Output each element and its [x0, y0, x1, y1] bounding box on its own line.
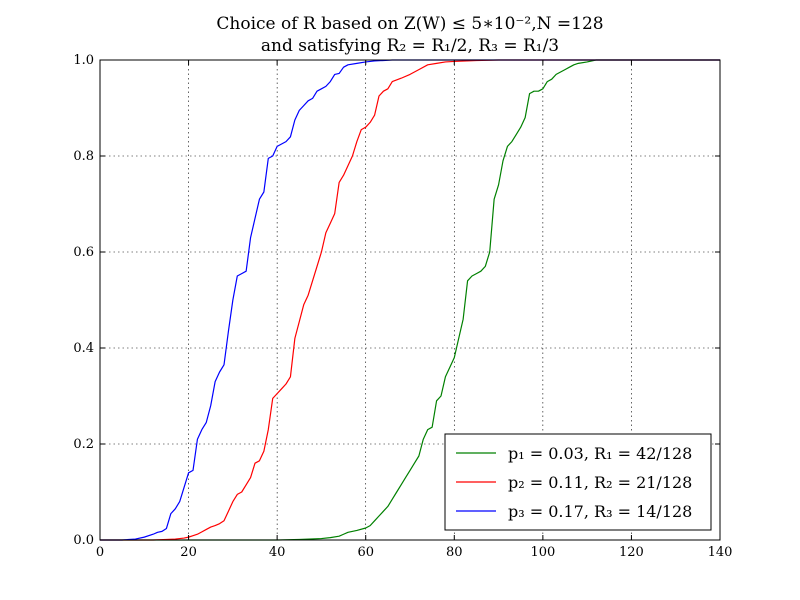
chart-title-line2: and satisfying R₂ = R₁/2, R₃ = R₁/3: [261, 36, 559, 56]
x-tick-label: 120: [619, 545, 644, 560]
ticks: [99, 59, 721, 541]
legend-label-1: p₁ = 0.03, R₁ = 42/128: [508, 444, 692, 463]
legend-label-2: p₂ = 0.11, R₂ = 21/128: [508, 473, 692, 492]
y-tick-label: 0.0: [73, 533, 94, 548]
x-tick-label: 0: [96, 545, 104, 560]
x-tick-label: 80: [446, 545, 463, 560]
series-line-1: [100, 59, 720, 541]
chart-title-line1: Choice of R based on Z(W) ≤ 5∗10⁻²,N =12…: [216, 14, 603, 34]
grid: [100, 60, 720, 540]
series-layer: [100, 59, 720, 541]
x-tick-label: 140: [708, 545, 733, 560]
y-tick-label: 0.4: [73, 341, 94, 356]
x-tick-label: 20: [180, 545, 197, 560]
x-tick-label: 60: [357, 545, 374, 560]
series-line-3: [100, 59, 720, 541]
legend-label-3: p₃ = 0.17, R₃ = 14/128: [508, 502, 692, 521]
y-tick-label: 1.0: [73, 53, 94, 68]
x-tick-label: 100: [530, 545, 555, 560]
x-tick-labels: 0 20 40 60 80 100 120 140: [96, 545, 733, 560]
y-tick-label: 0.2: [73, 437, 94, 452]
plot-frame: [99, 59, 721, 541]
y-tick-label: 0.6: [73, 245, 94, 260]
series-line-2: [100, 59, 720, 541]
legend: p₁ = 0.03, R₁ = 42/128 p₂ = 0.11, R₂ = 21…: [444, 433, 712, 531]
x-tick-label: 40: [269, 545, 286, 560]
y-tick-label: 0.8: [73, 149, 94, 164]
y-tick-labels: 0.0 0.2 0.4 0.6 0.8 1.0: [73, 53, 94, 548]
